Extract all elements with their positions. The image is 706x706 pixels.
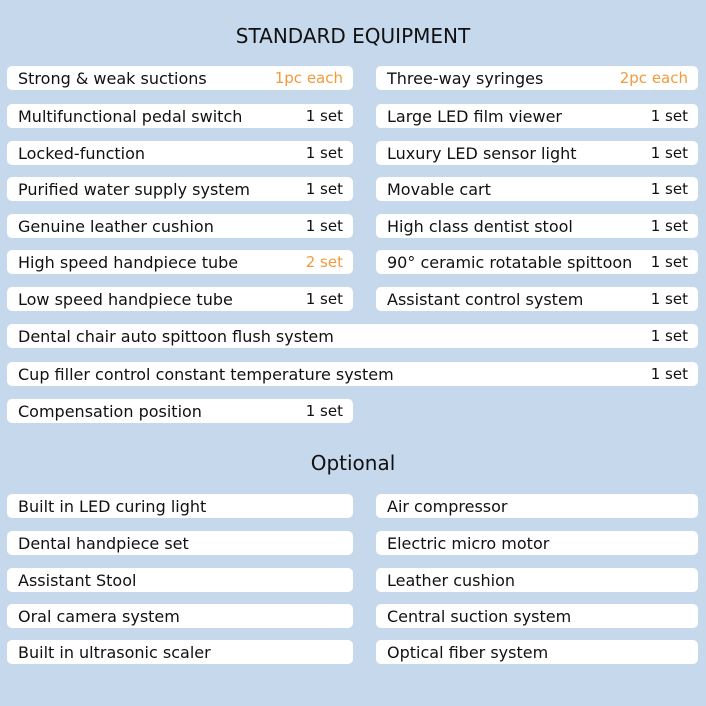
item-quantity: 1 set (650, 217, 688, 235)
item-name: Luxury LED sensor light (387, 143, 577, 163)
item-name: Movable cart (387, 179, 491, 199)
equipment-item: Leather cushion (376, 568, 698, 592)
equipment-item: Oral camera system (7, 604, 353, 628)
standard-title: STANDARD EQUIPMENT (235, 24, 471, 48)
item-name: Three-way syringes (387, 68, 544, 88)
item-name: Genuine leather cushion (18, 216, 214, 236)
item-name: Built in LED curing light (18, 496, 207, 516)
item-name: Multifunctional pedal switch (18, 106, 243, 126)
equipment-item: High speed handpiece tube 2 set (7, 250, 353, 274)
equipment-item: Dental chair auto spittoon flush system 1… (7, 324, 698, 348)
equipment-item: Locked-function 1 set (7, 141, 353, 165)
equipment-item: High class dentist stool 1 set (376, 214, 698, 238)
item-quantity: 1 set (650, 290, 688, 308)
item-quantity: 1 set (305, 144, 343, 162)
item-name: Built in ultrasonic scaler (18, 642, 211, 662)
item-quantity: 1 set (650, 253, 688, 271)
equipment-item: Low speed handpiece tube 1 set (7, 287, 353, 311)
equipment-item: Optical fiber system (376, 640, 698, 664)
item-quantity: 1 set (305, 107, 343, 125)
item-quantity: 1 set (305, 180, 343, 198)
equipment-item: Assistant control system 1 set (376, 287, 698, 311)
equipment-item: Purified water supply system 1 set (7, 177, 353, 201)
item-name: Electric micro motor (387, 533, 550, 553)
item-quantity: 1 set (305, 402, 343, 420)
item-name: Large LED film viewer (387, 106, 562, 126)
item-name: Assistant Stool (18, 570, 137, 590)
item-quantity: 1 set (305, 290, 343, 308)
equipment-item: 90° ceramic rotatable spittoon 1 set (376, 250, 698, 274)
equipment-item: Three-way syringes 2pc each (376, 66, 698, 90)
equipment-item: Movable cart 1 set (376, 177, 698, 201)
equipment-item: Built in ultrasonic scaler (7, 640, 353, 664)
equipment-item: Central suction system (376, 604, 698, 628)
item-quantity: 1 set (650, 365, 688, 383)
item-name: Low speed handpiece tube (18, 289, 233, 309)
item-quantity: 1 set (650, 327, 688, 345)
equipment-item: Dental handpiece set (7, 531, 353, 555)
equipment-item: Multifunctional pedal switch 1 set (7, 104, 353, 128)
equipment-item: Compensation position 1 set (7, 399, 353, 423)
item-quantity: 1 set (650, 180, 688, 198)
item-quantity: 2pc each (619, 69, 688, 87)
equipment-item: Large LED film viewer 1 set (376, 104, 698, 128)
item-name: Optical fiber system (387, 642, 549, 662)
item-name: Compensation position (18, 401, 202, 421)
equipment-item: Built in LED curing light (7, 494, 353, 518)
item-quantity: 1pc each (274, 69, 343, 87)
item-name: Locked-function (18, 143, 146, 163)
equipment-item: Strong & weak suctions 1pc each (7, 66, 353, 90)
equipment-item: Electric micro motor (376, 531, 698, 555)
item-name: Oral camera system (18, 606, 180, 626)
equipment-item: Assistant Stool (7, 568, 353, 592)
item-quantity: 1 set (650, 144, 688, 162)
item-name: Central suction system (387, 606, 572, 626)
item-name: Assistant control system (387, 289, 584, 309)
item-quantity: 1 set (305, 217, 343, 235)
equipment-item: Air compressor (376, 494, 698, 518)
item-name: High class dentist stool (387, 216, 573, 236)
item-name: Purified water supply system (18, 179, 250, 199)
item-name: Leather cushion (387, 570, 515, 590)
item-name: Cup filler control constant temperature … (18, 364, 394, 384)
item-name: Strong & weak suctions (18, 68, 207, 88)
item-quantity: 1 set (650, 107, 688, 125)
item-name: Air compressor (387, 496, 508, 516)
equipment-item: Cup filler control constant temperature … (7, 362, 698, 386)
item-quantity: 2 set (305, 253, 343, 271)
item-name: 90° ceramic rotatable spittoon (387, 252, 633, 272)
equipment-item: Luxury LED sensor light 1 set (376, 141, 698, 165)
optional-title: Optional (310, 451, 396, 475)
item-name: Dental chair auto spittoon flush system (18, 326, 334, 346)
item-name: High speed handpiece tube (18, 252, 239, 272)
item-name: Dental handpiece set (18, 533, 189, 553)
equipment-item: Genuine leather cushion 1 set (7, 214, 353, 238)
